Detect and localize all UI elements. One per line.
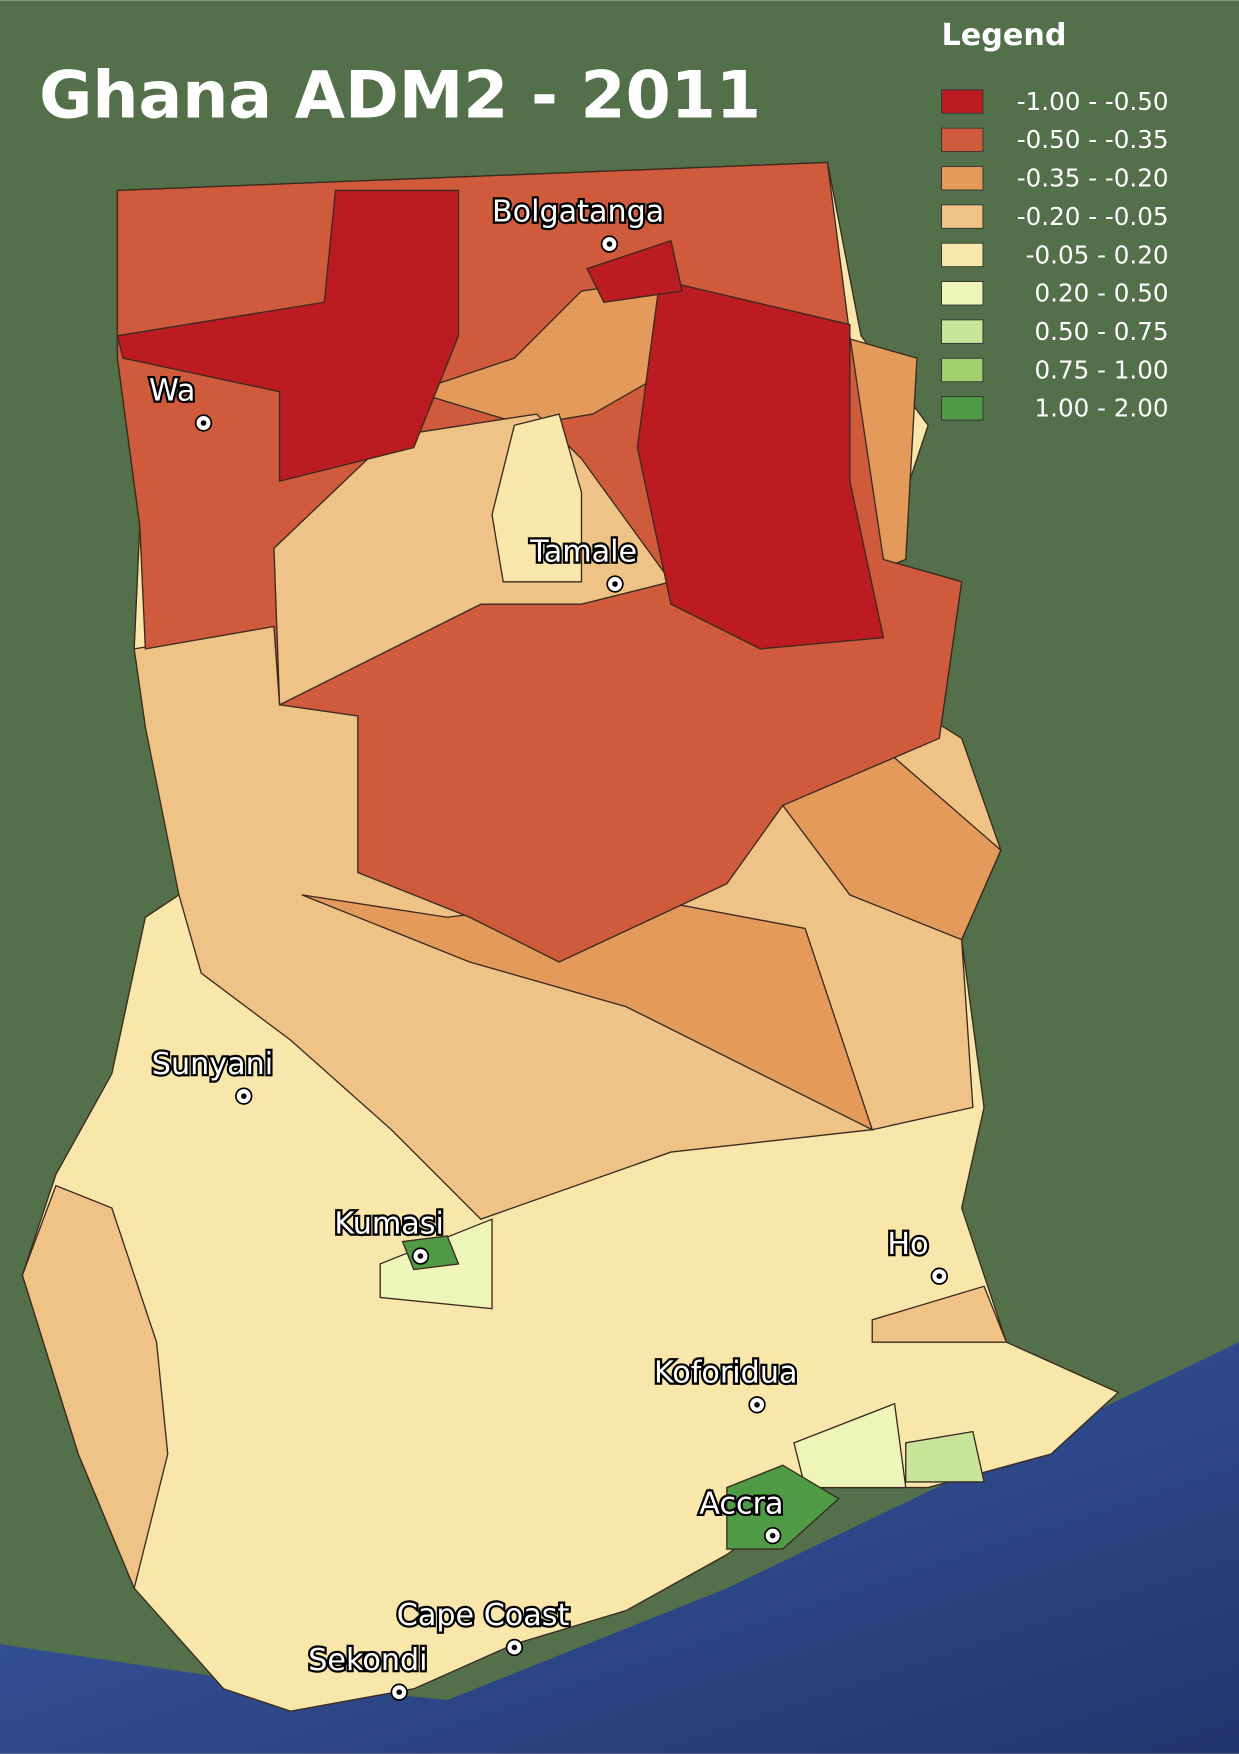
district [726, 1464, 840, 1550]
city-label: Kumasi [334, 1207, 443, 1242]
city-marker-dot [240, 1093, 247, 1099]
legend-swatch [941, 319, 984, 344]
district [636, 279, 885, 650]
city-marker-dot [769, 1532, 776, 1539]
legend-swatch [941, 204, 984, 229]
legend-swatch [941, 127, 984, 153]
city-label: Bolgatanga [492, 195, 664, 230]
legend-swatch [941, 242, 984, 268]
district [586, 239, 683, 303]
district [871, 1285, 1008, 1343]
city-marker-dot [606, 241, 613, 247]
city-label: Sekondi [308, 1643, 427, 1678]
cities: Bolgatanga Wa Tamale Sunyani Kumasi Ho Koforid… [147, 192, 948, 1701]
legend-label: 0.50 - 0.75 [1035, 317, 1169, 346]
district [116, 189, 460, 483]
legend-label: -1.00 - -0.50 [1017, 87, 1169, 116]
legend-label: 0.75 - 1.00 [1035, 355, 1169, 384]
city-marker-dot [612, 581, 618, 587]
district [905, 1430, 985, 1483]
legend-swatch [941, 357, 984, 383]
district [793, 1402, 907, 1489]
city-marker-dot [936, 1273, 943, 1280]
legend: -1.00 - -0.50 -0.50 - -0.35 -0.35 - -0.20 -… [941, 87, 1169, 423]
city-label: Ho [887, 1227, 928, 1262]
legend-label: -0.20 - -0.05 [1017, 202, 1169, 231]
legend-swatch [941, 396, 984, 421]
city-label: Wa [149, 374, 195, 409]
legend-swatch [941, 89, 984, 114]
legend-label: 0.20 - 0.50 [1035, 279, 1169, 308]
city-marker-dot [200, 420, 207, 426]
city-marker-dot [511, 1644, 518, 1651]
legend-swatch [941, 166, 984, 191]
city-label: Accra [699, 1486, 783, 1521]
city-marker-dot [754, 1402, 760, 1408]
city-marker-dot [417, 1253, 424, 1259]
district [21, 1184, 169, 1591]
city-label: Koforidua [654, 1355, 797, 1390]
legend-label: -0.35 - -0.20 [1017, 164, 1169, 193]
city-label: Sunyani [152, 1047, 273, 1082]
map-title: Ghana ADM2 - 2011 [39, 59, 761, 134]
legend-label: -0.50 - -0.35 [1017, 125, 1169, 154]
city-label: Cape Coast [397, 1598, 570, 1633]
legend-swatch [941, 281, 984, 306]
legend-label: 1.00 - 2.00 [1035, 394, 1169, 423]
city-label: Tamale [529, 535, 637, 570]
city-marker-dot [396, 1689, 403, 1695]
legend-label: -0.05 - 0.20 [1026, 240, 1169, 269]
legend-title: Legend [942, 18, 1067, 53]
ocean [0, 1342, 1239, 1754]
district [491, 413, 583, 583]
